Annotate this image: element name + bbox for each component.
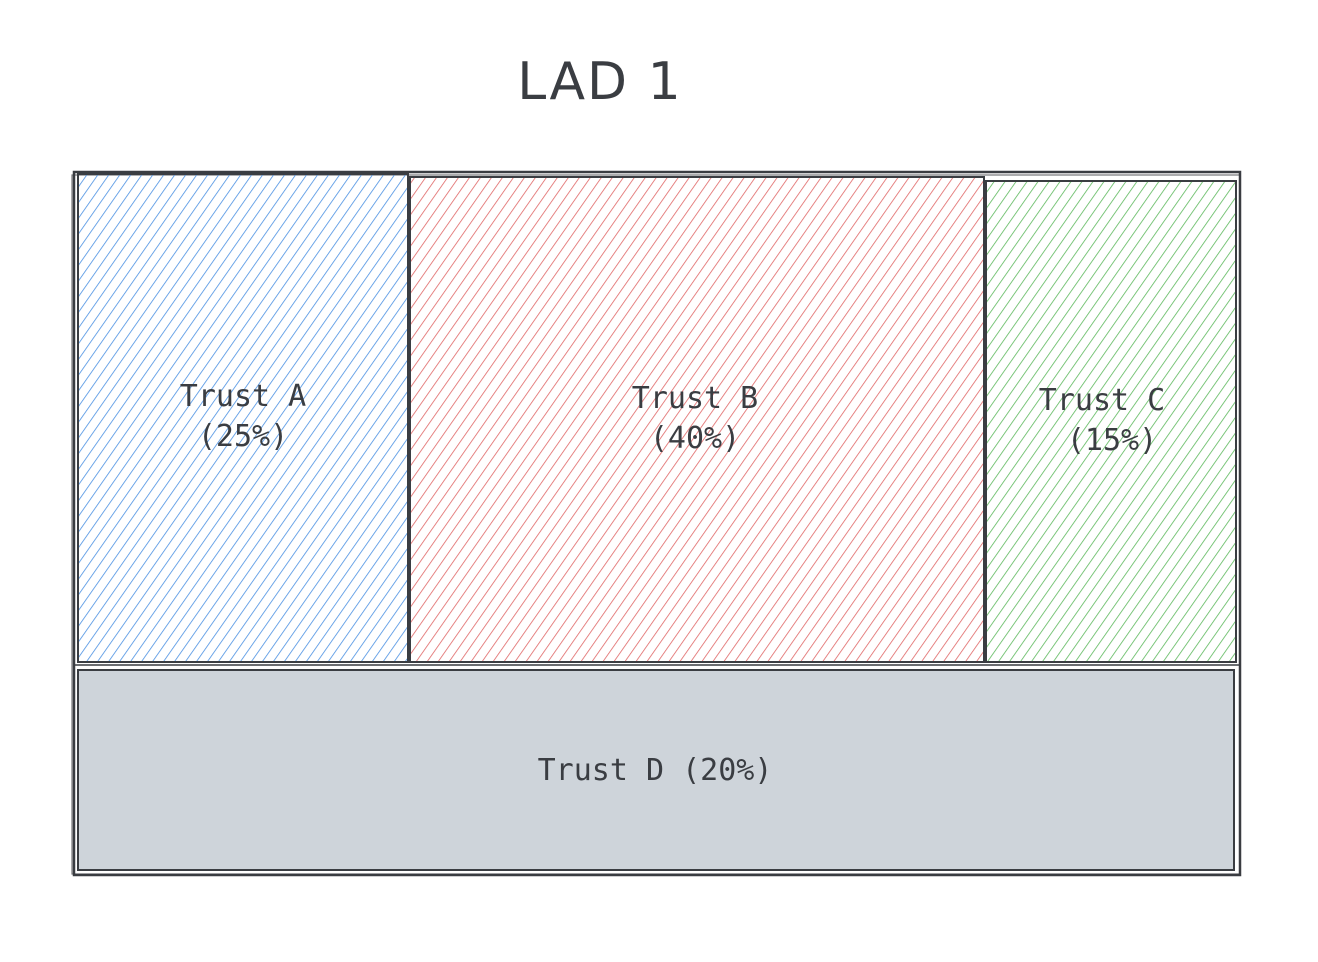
region-trust-c-fill (986, 181, 1236, 662)
region-trust-b-share: (40%) (650, 421, 740, 456)
region-trust-c-name: Trust C (1039, 383, 1165, 418)
region-trust-a-border (77, 173, 409, 663)
region-trust-a: Trust A (25%) (77, 173, 409, 663)
region-trust-b-name: Trust B (632, 381, 758, 416)
region-trust-c-border (985, 180, 1237, 663)
outer-frame-sketch (71, 174, 1241, 875)
region-trust-d-fill (78, 670, 1234, 870)
region-trust-d-share: (20%) (682, 753, 772, 788)
region-trust-a-name: Trust A (180, 379, 306, 414)
region-trust-b-fill (410, 177, 984, 662)
region-trust-b-border (409, 176, 985, 663)
diagram-title: LAD 1 (517, 52, 683, 112)
region-trust-a-fill (78, 174, 408, 662)
region-trust-b: Trust B (40%) (409, 176, 985, 663)
region-trust-d-border (77, 669, 1235, 871)
region-trust-d-label: Trust D (20%) (538, 753, 773, 788)
region-trust-a-share: (25%) (198, 419, 288, 454)
region-trust-d-name: Trust D (538, 753, 664, 788)
region-trust-c: Trust C (15%) (985, 180, 1237, 663)
region-trust-d: Trust D (20%) (74, 664, 1240, 871)
region-trust-d-spacer (664, 753, 682, 788)
region-trust-c-share: (15%) (1067, 423, 1157, 458)
